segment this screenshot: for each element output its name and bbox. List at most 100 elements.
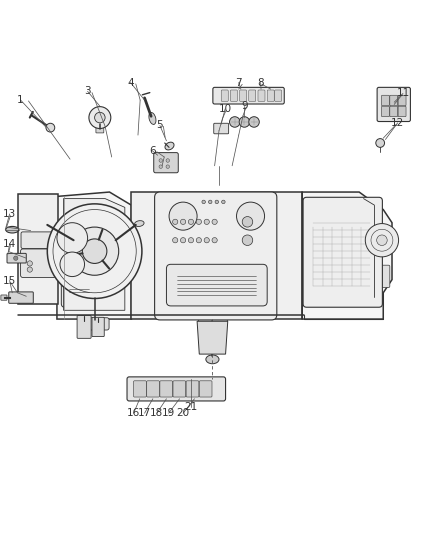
Text: 13: 13: [3, 209, 16, 219]
FancyBboxPatch shape: [381, 106, 389, 117]
Circle shape: [365, 223, 399, 257]
Circle shape: [27, 261, 32, 266]
FancyBboxPatch shape: [258, 90, 265, 101]
FancyBboxPatch shape: [221, 90, 228, 101]
FancyBboxPatch shape: [214, 123, 229, 134]
FancyBboxPatch shape: [322, 281, 350, 302]
Circle shape: [159, 159, 162, 162]
FancyBboxPatch shape: [167, 249, 264, 267]
FancyBboxPatch shape: [223, 252, 234, 265]
Circle shape: [222, 200, 225, 204]
Text: 5: 5: [156, 120, 163, 131]
FancyBboxPatch shape: [247, 252, 258, 265]
Circle shape: [60, 252, 85, 277]
FancyBboxPatch shape: [68, 285, 90, 298]
Circle shape: [180, 219, 186, 224]
FancyBboxPatch shape: [376, 265, 390, 287]
FancyBboxPatch shape: [160, 381, 173, 397]
Text: 19: 19: [162, 408, 175, 418]
Circle shape: [166, 165, 170, 168]
Circle shape: [71, 227, 119, 275]
FancyBboxPatch shape: [390, 106, 398, 117]
FancyBboxPatch shape: [80, 318, 109, 330]
FancyBboxPatch shape: [275, 90, 282, 101]
Ellipse shape: [6, 227, 19, 233]
Circle shape: [47, 204, 142, 298]
Circle shape: [212, 219, 217, 224]
FancyBboxPatch shape: [173, 381, 186, 397]
Circle shape: [242, 235, 253, 246]
Circle shape: [57, 223, 88, 253]
FancyBboxPatch shape: [398, 106, 406, 117]
Circle shape: [204, 219, 209, 224]
FancyBboxPatch shape: [1, 295, 7, 300]
Text: 7: 7: [235, 77, 242, 87]
Circle shape: [169, 202, 197, 230]
FancyBboxPatch shape: [381, 95, 389, 106]
FancyBboxPatch shape: [96, 128, 104, 133]
Text: 4: 4: [127, 77, 134, 87]
Circle shape: [27, 267, 32, 272]
Circle shape: [89, 107, 111, 128]
Circle shape: [46, 123, 55, 132]
Circle shape: [196, 219, 201, 224]
Circle shape: [239, 117, 250, 127]
Circle shape: [202, 200, 205, 204]
Circle shape: [249, 117, 259, 127]
Text: 21: 21: [184, 402, 197, 411]
FancyBboxPatch shape: [147, 381, 159, 397]
FancyBboxPatch shape: [198, 252, 210, 265]
FancyBboxPatch shape: [134, 381, 146, 397]
Polygon shape: [131, 192, 302, 319]
Circle shape: [188, 219, 194, 224]
Circle shape: [212, 238, 217, 243]
FancyBboxPatch shape: [77, 316, 91, 338]
Circle shape: [215, 200, 219, 204]
Text: 1: 1: [17, 95, 24, 105]
FancyBboxPatch shape: [213, 87, 284, 104]
FancyBboxPatch shape: [186, 381, 199, 397]
Text: 11: 11: [396, 88, 410, 99]
Text: 6: 6: [149, 146, 156, 156]
Ellipse shape: [206, 355, 219, 364]
Ellipse shape: [37, 221, 47, 227]
FancyBboxPatch shape: [198, 195, 233, 209]
Polygon shape: [197, 321, 228, 354]
Circle shape: [208, 200, 212, 204]
Ellipse shape: [149, 112, 156, 124]
Ellipse shape: [134, 221, 144, 227]
FancyBboxPatch shape: [166, 264, 267, 306]
Text: 16: 16: [127, 408, 140, 418]
Polygon shape: [57, 192, 131, 319]
Circle shape: [166, 159, 170, 162]
FancyBboxPatch shape: [127, 377, 226, 401]
FancyBboxPatch shape: [198, 312, 227, 322]
FancyBboxPatch shape: [167, 231, 265, 250]
FancyBboxPatch shape: [199, 381, 212, 397]
Circle shape: [159, 165, 162, 168]
FancyBboxPatch shape: [154, 152, 178, 173]
Circle shape: [237, 202, 265, 230]
FancyBboxPatch shape: [398, 95, 406, 106]
Circle shape: [196, 238, 201, 243]
Circle shape: [14, 256, 18, 260]
Text: 14: 14: [3, 239, 16, 249]
Text: 20: 20: [177, 408, 190, 418]
Circle shape: [377, 235, 387, 246]
FancyBboxPatch shape: [174, 252, 186, 265]
Polygon shape: [64, 199, 125, 310]
Text: 15: 15: [3, 276, 16, 286]
Polygon shape: [18, 194, 58, 304]
Circle shape: [173, 238, 178, 243]
FancyBboxPatch shape: [240, 90, 247, 101]
FancyBboxPatch shape: [303, 197, 382, 307]
Circle shape: [180, 238, 186, 243]
Circle shape: [95, 112, 105, 123]
FancyBboxPatch shape: [9, 292, 33, 303]
FancyBboxPatch shape: [267, 90, 274, 101]
Circle shape: [242, 216, 253, 227]
Polygon shape: [302, 192, 392, 319]
Circle shape: [204, 238, 209, 243]
FancyBboxPatch shape: [92, 317, 104, 336]
FancyBboxPatch shape: [7, 253, 26, 263]
